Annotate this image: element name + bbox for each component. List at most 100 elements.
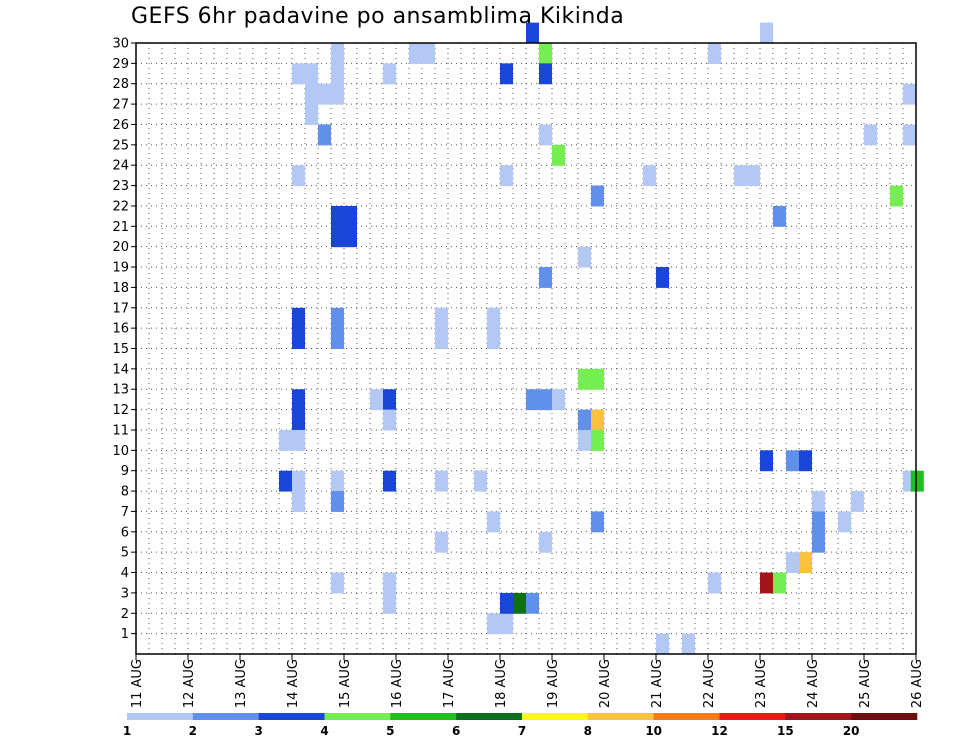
precip-cell <box>331 205 344 227</box>
legend-swatch <box>785 713 852 720</box>
precip-cell <box>435 307 448 329</box>
precip-cell <box>552 144 565 166</box>
precip-cell <box>292 409 305 431</box>
precip-cell <box>708 43 721 64</box>
precip-cell <box>760 22 773 44</box>
precip-cell <box>435 328 448 349</box>
precip-cell <box>331 226 344 248</box>
legend-label: 6 <box>452 724 460 738</box>
precip-cell <box>760 450 773 472</box>
precip-cell <box>331 491 344 512</box>
x-tick-label: 26 AUG <box>910 659 925 708</box>
precip-cell <box>500 592 513 614</box>
legend-label: 20 <box>843 724 860 738</box>
precip-cell <box>812 491 825 512</box>
precip-cell <box>383 470 396 492</box>
precip-cell <box>591 368 604 390</box>
x-tick-label: 23 AUG <box>754 659 769 708</box>
precip-cell <box>500 165 513 187</box>
precip-cell <box>318 124 331 146</box>
y-tick-label: 1 <box>121 627 129 642</box>
precip-cell <box>578 368 591 390</box>
legend-label: 15 <box>777 724 794 738</box>
precip-cell <box>318 83 331 105</box>
precip-cell <box>812 511 825 533</box>
x-tick-label: 19 AUG <box>546 659 561 708</box>
precip-cell <box>799 450 812 472</box>
legend-label: 4 <box>320 724 328 738</box>
x-tick-label: 16 AUG <box>390 659 405 708</box>
precip-cell <box>344 226 357 248</box>
legend-label: 10 <box>645 724 662 738</box>
legend-swatch <box>851 713 918 720</box>
precip-cell <box>331 63 344 85</box>
precip-cell <box>760 572 773 594</box>
x-tick-label: 14 AUG <box>286 659 301 708</box>
precip-cell <box>383 389 396 411</box>
x-tick-label: 17 AUG <box>442 659 457 708</box>
y-tick-label: 27 <box>112 98 129 113</box>
precip-cell <box>279 429 292 451</box>
precip-cell <box>513 592 526 614</box>
precip-cell <box>643 165 656 187</box>
precip-cell <box>864 124 877 146</box>
precip-cell <box>526 389 539 411</box>
y-tick-label: 21 <box>112 220 129 235</box>
y-tick-label: 23 <box>112 179 129 194</box>
precip-cell <box>539 63 552 85</box>
legend-label: 12 <box>711 724 728 738</box>
precip-cell <box>305 63 318 85</box>
precip-cell <box>539 531 552 553</box>
precip-cell <box>656 633 669 655</box>
precip-cell <box>591 185 604 207</box>
precip-cell <box>812 531 825 553</box>
precip-cell <box>526 592 539 614</box>
chart-title: GEFS 6hr padavine po ansamblima Kikinda <box>131 4 625 29</box>
y-tick-label: 4 <box>121 566 129 581</box>
precip-cell <box>292 307 305 329</box>
y-tick-label: 2 <box>121 607 129 622</box>
y-tick-label: 25 <box>112 138 129 153</box>
precip-cell <box>682 633 695 655</box>
precip-cell <box>799 552 812 574</box>
precip-cell <box>747 165 760 187</box>
precip-cell <box>903 124 916 146</box>
precip-cell <box>383 63 396 85</box>
y-tick-label: 20 <box>112 240 129 255</box>
precip-cell <box>526 22 539 44</box>
precip-cell <box>591 409 604 431</box>
x-tick-label: 18 AUG <box>494 659 509 708</box>
y-tick-label: 30 <box>112 37 129 52</box>
precip-cell <box>292 63 305 85</box>
legend-swatch <box>522 713 589 720</box>
x-tick-label: 24 AUG <box>806 659 821 708</box>
y-tick-label: 9 <box>121 464 129 479</box>
x-tick-label: 22 AUG <box>702 659 717 708</box>
x-tick-label: 13 AUG <box>234 659 249 708</box>
y-tick-label: 7 <box>121 505 129 520</box>
precip-cell <box>552 389 565 411</box>
precip-cell <box>487 307 500 329</box>
precip-cell <box>435 470 448 492</box>
y-tick-label: 29 <box>112 57 129 72</box>
legend-swatch <box>456 713 523 720</box>
y-tick-label: 19 <box>112 261 129 276</box>
y-tick-label: 10 <box>112 444 129 459</box>
x-tick-label: 12 AUG <box>182 659 197 708</box>
precip-cell <box>474 470 487 492</box>
precip-cell <box>708 572 721 594</box>
precip-cell <box>903 83 916 105</box>
legend-swatch <box>127 713 194 720</box>
precip-cell <box>487 511 500 533</box>
legend-label: 3 <box>254 724 262 738</box>
precip-cell <box>331 470 344 492</box>
precip-cell <box>487 328 500 349</box>
legend-label: 8 <box>584 724 592 738</box>
legend-swatch <box>587 713 654 720</box>
y-tick-label: 8 <box>121 485 129 500</box>
y-tick-label: 6 <box>121 525 129 540</box>
precip-cell <box>786 450 799 472</box>
precip-cell <box>305 83 318 105</box>
legend-swatch <box>258 713 325 720</box>
x-tick-label: 11 AUG <box>130 659 145 708</box>
